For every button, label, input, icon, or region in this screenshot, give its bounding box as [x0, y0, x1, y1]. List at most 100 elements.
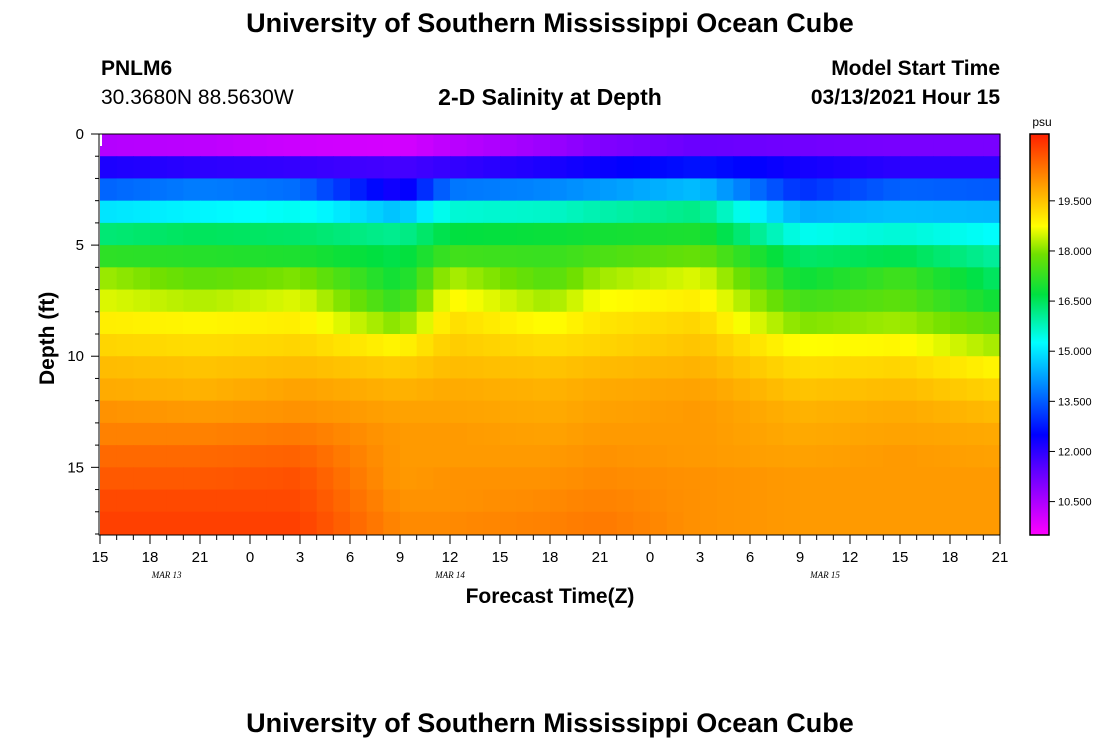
- heatmap-cell: [483, 134, 501, 157]
- heatmap-cell: [950, 178, 968, 202]
- heatmap-cell: [750, 267, 768, 291]
- footer-title: University of Southern Mississippi Ocean…: [246, 708, 854, 738]
- heatmap-cell: [633, 178, 651, 202]
- heatmap-cell: [883, 422, 901, 446]
- heatmap-cell: [450, 489, 468, 513]
- heatmap-cell: [783, 334, 801, 357]
- colorbar-tick-label: 18.000: [1058, 246, 1092, 258]
- heatmap-cell: [600, 356, 618, 380]
- heatmap-cell: [866, 222, 884, 246]
- heatmap-cell: [850, 378, 868, 402]
- heatmap-cell: [983, 134, 1001, 157]
- heatmap-cell: [283, 489, 301, 513]
- heatmap-cell: [216, 200, 234, 224]
- heatmap-cell: [983, 311, 1001, 335]
- heatmap-cell: [550, 489, 568, 513]
- heatmap-cell: [700, 267, 718, 291]
- heatmap-cell: [716, 222, 734, 246]
- heatmap-cell: [600, 378, 618, 402]
- heatmap-cell: [200, 245, 218, 268]
- heatmap-cell: [100, 467, 118, 491]
- heatmap-cell: [233, 445, 251, 468]
- heatmap-cell: [250, 422, 268, 446]
- heatmap-cell: [500, 311, 518, 335]
- heatmap-cell: [133, 489, 151, 513]
- heatmap-cell: [183, 200, 201, 224]
- heatmap-cell: [533, 156, 551, 180]
- heatmap-cell: [683, 245, 701, 268]
- heatmap-cell: [333, 400, 351, 424]
- x-tick-label: 18: [942, 549, 959, 566]
- heatmap-cell: [950, 156, 968, 180]
- heatmap-cell: [250, 156, 268, 180]
- x-tick-label: 12: [842, 549, 859, 566]
- heatmap-cell: [366, 178, 384, 202]
- heatmap-cell: [466, 311, 484, 335]
- heatmap-cell: [350, 311, 368, 335]
- heatmap-cell: [700, 200, 718, 224]
- x-tick-label: 6: [746, 549, 754, 566]
- heatmap-cell: [916, 334, 934, 357]
- heatmap-cell: [116, 311, 134, 335]
- heatmap-cell: [533, 511, 551, 535]
- heatmap-cell: [716, 134, 734, 157]
- heatmap-cell: [516, 467, 534, 491]
- heatmap-cell: [733, 134, 751, 157]
- heatmap-cell: [133, 400, 151, 424]
- heatmap-cell: [250, 489, 268, 513]
- heatmap-cell: [500, 267, 518, 291]
- heatmap-cell: [950, 400, 968, 424]
- heatmap-cell: [316, 489, 334, 513]
- heatmap-cell: [833, 200, 851, 224]
- heatmap-cell: [750, 467, 768, 491]
- heatmap-cell: [983, 445, 1001, 468]
- heatmap-cell: [300, 178, 318, 202]
- heatmap-cell: [550, 511, 568, 535]
- heatmap-cell: [266, 222, 284, 246]
- heatmap-cell: [466, 467, 484, 491]
- heatmap-cell: [883, 334, 901, 357]
- heatmap-cell: [550, 311, 568, 335]
- heatmap-cell: [250, 445, 268, 468]
- heatmap-cell: [450, 356, 468, 380]
- heatmap-cell: [633, 445, 651, 468]
- heatmap-cell: [233, 289, 251, 313]
- heatmap-cell: [433, 378, 451, 402]
- heatmap-cell: [750, 200, 768, 224]
- heatmap-cell: [550, 445, 568, 468]
- heatmap-cell: [283, 511, 301, 535]
- heatmap-cell: [800, 289, 818, 313]
- heatmap-cell: [833, 378, 851, 402]
- heatmap-cell: [650, 267, 668, 291]
- heatmap-cell: [100, 178, 118, 202]
- heatmap-cell: [650, 134, 668, 157]
- heatmap-cell: [783, 134, 801, 157]
- heatmap-cell: [500, 400, 518, 424]
- heatmap-cell: [950, 289, 968, 313]
- heatmap-cell: [666, 289, 684, 313]
- heatmap-cell: [883, 511, 901, 535]
- heatmap-cell: [816, 511, 834, 535]
- model-start-label: Model Start Time: [831, 57, 1000, 80]
- heatmap-cell: [900, 511, 918, 535]
- heatmap-cell: [883, 156, 901, 180]
- heatmap-cell: [683, 422, 701, 446]
- heatmap-cell: [466, 445, 484, 468]
- heatmap-cell: [783, 178, 801, 202]
- heatmap-cell: [766, 156, 784, 180]
- heatmap-cell: [116, 445, 134, 468]
- heatmap-cell: [950, 334, 968, 357]
- heatmap-cell: [500, 422, 518, 446]
- heatmap-cell: [966, 422, 984, 446]
- heatmap-cell: [200, 356, 218, 380]
- heatmap-cell: [900, 489, 918, 513]
- heatmap-cell: [650, 378, 668, 402]
- heatmap-cell: [516, 400, 534, 424]
- heatmap-cell: [600, 334, 618, 357]
- x-tick-label: 15: [492, 549, 509, 566]
- heatmap-cell: [533, 334, 551, 357]
- heatmap-cell: [450, 311, 468, 335]
- heatmap-cell: [350, 511, 368, 535]
- heatmap-cell: [150, 511, 168, 535]
- heatmap-cell: [833, 422, 851, 446]
